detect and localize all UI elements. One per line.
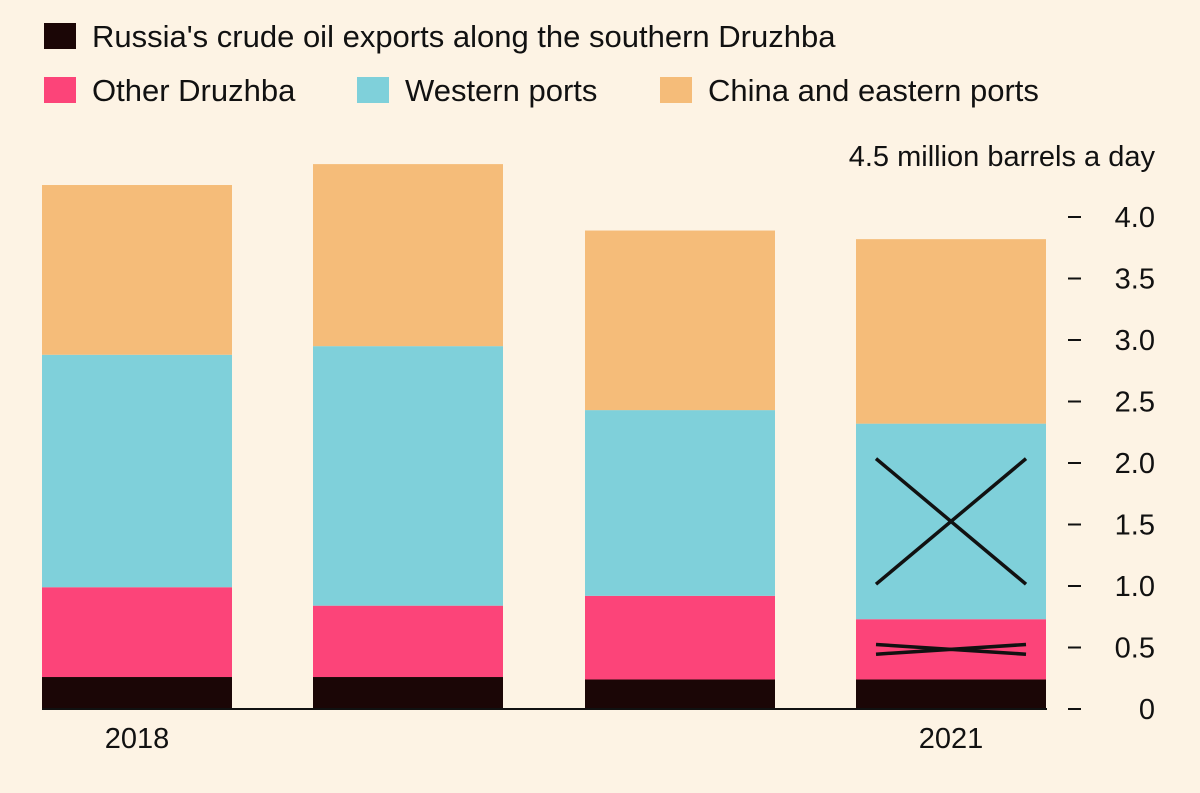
bar-segment-china-and-eastern-ports: [313, 164, 503, 347]
bars: [42, 164, 1046, 709]
y-tick-label: 2.5: [1115, 387, 1155, 419]
cross-out-other-druzhba: [875, 642, 1027, 656]
bar-segment-western-ports: [313, 346, 503, 606]
legend-label-western-ports: Western ports: [405, 73, 597, 108]
y-tick-label: 4.0: [1115, 202, 1155, 234]
x-axis: 2018 2021: [105, 723, 984, 755]
bar-segment-china-and-eastern-ports: [42, 185, 232, 355]
y-axis-unit-label: 4.5 million barrels a day: [849, 141, 1156, 173]
bar-segment-russia-s-crude-oil-exports-along-the-southern-druzhba: [585, 679, 775, 709]
bar-segment-china-and-eastern-ports: [856, 239, 1046, 424]
legend-label-other-druzhba: Other Druzhba: [92, 73, 296, 108]
y-tick-label: 0: [1139, 694, 1155, 726]
legend-swatch-russia-s-crude-oil-exports-along-the-southern-druzhba: [44, 23, 76, 49]
bar-segment-other-druzhba: [585, 595, 775, 680]
legend-label-russia-s-crude-oil-exports-along-the-southern-druzhba: Russia's crude oil exports along the sou…: [92, 19, 836, 54]
y-tick-label: 0.5: [1115, 633, 1155, 665]
y-axis: 4.0 3.5 3.0 2.5 2.0 1.5 1.0 0.5 0: [1068, 202, 1155, 726]
y-tick-label: 2.0: [1115, 448, 1155, 480]
legend-swatch-other-druzhba: [44, 77, 76, 103]
bar-segment-china-and-eastern-ports: [585, 230, 775, 411]
bar-segment-russia-s-crude-oil-exports-along-the-southern-druzhba: [42, 677, 232, 709]
x-tick-label: 2021: [919, 723, 984, 755]
y-tick-label: 3.0: [1115, 325, 1155, 357]
bar-segment-russia-s-crude-oil-exports-along-the-southern-druzhba: [856, 679, 1046, 709]
y-tick-label: 1.5: [1115, 510, 1155, 542]
legend-swatch-china-and-eastern-ports: [660, 77, 692, 103]
cross-out-western-ports: [874, 457, 1028, 586]
legend: Russia's crude oil exports along the sou…: [44, 19, 1039, 108]
y-tick-label: 1.0: [1115, 571, 1155, 603]
bar-segment-russia-s-crude-oil-exports-along-the-southern-druzhba: [313, 677, 503, 709]
y-tick-label: 3.5: [1115, 264, 1155, 296]
legend-label-china-and-eastern-ports: China and eastern ports: [708, 73, 1039, 108]
x-tick-label: 2018: [105, 723, 170, 755]
bar-segment-other-druzhba: [42, 587, 232, 678]
bar-segment-other-druzhba: [313, 605, 503, 678]
bar-segment-western-ports: [42, 354, 232, 588]
bar-segment-western-ports: [585, 410, 775, 596]
cross-out-marks: [874, 457, 1028, 656]
legend-swatch-western-ports: [357, 77, 389, 103]
